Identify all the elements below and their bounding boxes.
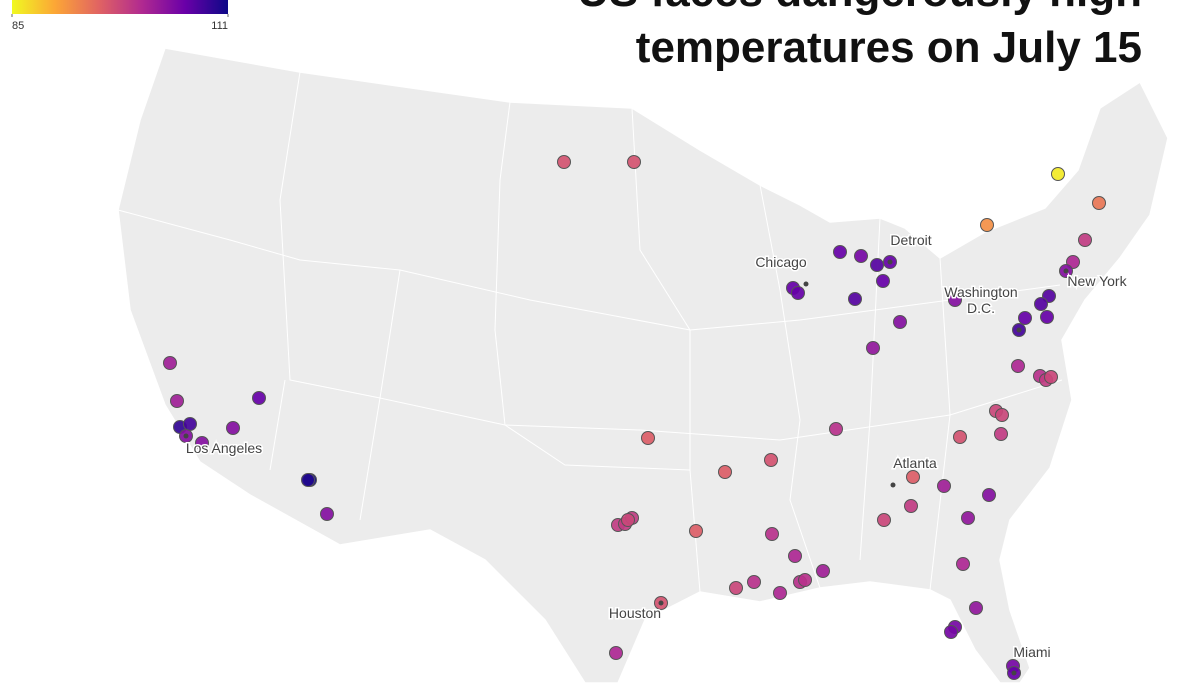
city-marker <box>890 482 896 488</box>
station-dot <box>195 436 209 450</box>
city-label: Houston <box>609 605 661 621</box>
city-label: Los Angeles <box>186 440 262 456</box>
station-dot <box>1051 167 1065 181</box>
station-dot <box>689 524 703 538</box>
station-dot <box>773 586 787 600</box>
station-dot <box>627 155 641 169</box>
city-marker <box>1063 268 1069 274</box>
cities: Los Angeles Chicago Detroit Washington D.C. N… <box>183 231 1129 676</box>
station-dot <box>980 218 994 232</box>
title-line: temperatures on July 15 <box>636 23 1142 72</box>
city-marker <box>1011 670 1017 676</box>
station-dot <box>1092 196 1106 210</box>
station-dot <box>953 430 967 444</box>
station-dot <box>252 391 266 405</box>
city-marker <box>803 281 809 287</box>
station-dot <box>969 601 983 615</box>
station-dot <box>816 564 830 578</box>
station-dot <box>956 557 970 571</box>
station-dot <box>854 249 868 263</box>
city-label: Chicago <box>755 254 807 270</box>
city-label: Atlanta <box>893 455 937 471</box>
station-dot <box>791 286 805 300</box>
station-dot <box>994 427 1008 441</box>
station-dot <box>944 625 958 639</box>
station-dot <box>961 511 975 525</box>
station-dot <box>876 274 890 288</box>
city-marker <box>658 600 664 606</box>
station-dot <box>764 453 778 467</box>
city-label: Detroit <box>890 232 931 248</box>
station-dot <box>163 356 177 370</box>
title-line: US faces dangerously high <box>577 0 1142 16</box>
station-dot <box>301 473 315 487</box>
station-dot <box>798 573 812 587</box>
city-label: New York <box>1067 273 1127 289</box>
station-dot <box>1034 297 1048 311</box>
city-label: Washington D.C. <box>944 284 1017 316</box>
station-dot <box>982 488 996 502</box>
station-dot <box>833 245 847 259</box>
station-dot <box>183 417 197 431</box>
stations <box>163 155 1106 680</box>
colorbar-tick-label: 111 <box>211 20 228 32</box>
city-marker <box>183 433 189 439</box>
station-dot <box>1011 359 1025 373</box>
city-marker <box>1016 327 1022 333</box>
station-dot <box>948 293 962 307</box>
station-dot <box>870 258 884 272</box>
title: US faces dangerously high temperatures o… <box>577 0 1142 72</box>
station-dot <box>906 470 920 484</box>
station-dot <box>765 527 779 541</box>
station-dot <box>320 507 334 521</box>
station-dot <box>747 575 761 589</box>
station-dot <box>729 581 743 595</box>
colorbar-ramp <box>12 0 228 14</box>
station-dot <box>937 479 951 493</box>
station-dot <box>1040 310 1054 324</box>
station-dot <box>848 292 862 306</box>
station-dot <box>866 341 880 355</box>
station-dot <box>1078 233 1092 247</box>
station-dot <box>1044 370 1058 384</box>
station-dot <box>877 513 891 527</box>
station-dot <box>226 421 240 435</box>
city-label: Miami <box>1013 644 1050 660</box>
station-dot <box>641 431 655 445</box>
station-dot <box>829 422 843 436</box>
city-marker <box>887 259 893 265</box>
station-dot <box>1018 311 1032 325</box>
station-dot <box>788 549 802 563</box>
station-dot <box>621 513 635 527</box>
station-dot <box>718 465 732 479</box>
colorbar: 85 111 <box>11 0 229 32</box>
station-dot <box>609 646 623 660</box>
state-lines <box>117 71 1063 593</box>
colorbar-tick-label: 85 <box>12 20 24 32</box>
station-dot <box>557 155 571 169</box>
station-dot <box>995 408 1009 422</box>
station-dot <box>904 499 918 513</box>
station-dot <box>170 394 184 408</box>
us-outline <box>117 47 1169 683</box>
station-dot <box>893 315 907 329</box>
